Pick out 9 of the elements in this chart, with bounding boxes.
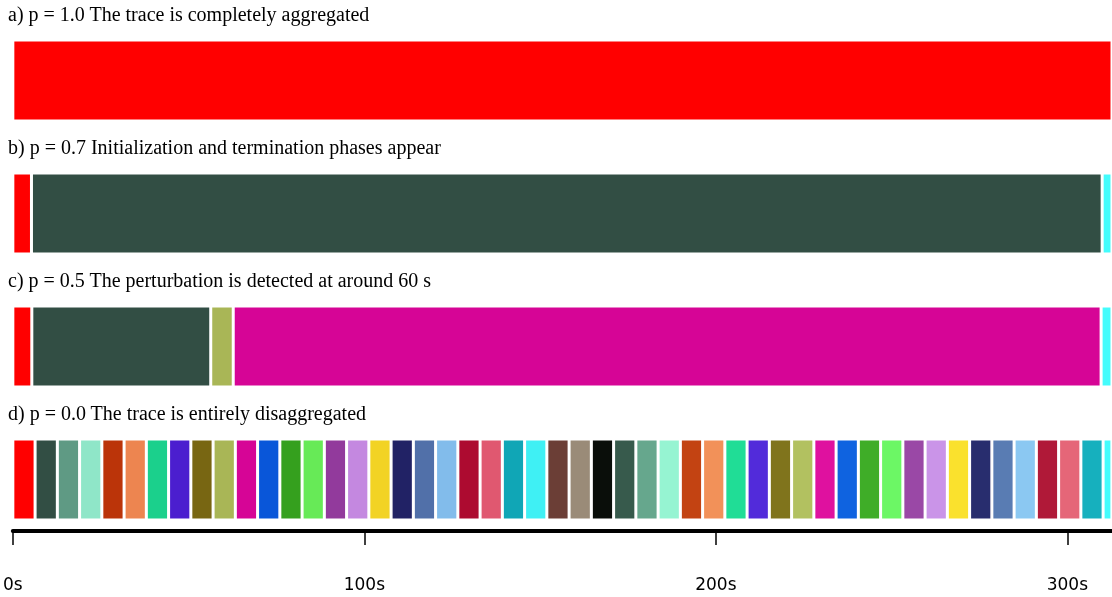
x-tick-label: 0s — [2, 573, 23, 594]
x-tick-label: 300s — [1046, 573, 1089, 594]
annotation: a) p = 1.0 The trace is completely aggregated — [8, 3, 370, 26]
annotation: c) p = 0.5 The perturbation is detected at around 60 s — [8, 269, 432, 292]
annotation: d) p = 0.0 The trace is entirely disaggregated — [8, 402, 367, 425]
x-tick-label: 200s — [695, 573, 737, 594]
annotation: b) p = 0.7 Initialization and termination phases appear — [8, 136, 442, 159]
bar — [12, 40, 1112, 121]
x-tick-label: 100s — [343, 573, 386, 594]
